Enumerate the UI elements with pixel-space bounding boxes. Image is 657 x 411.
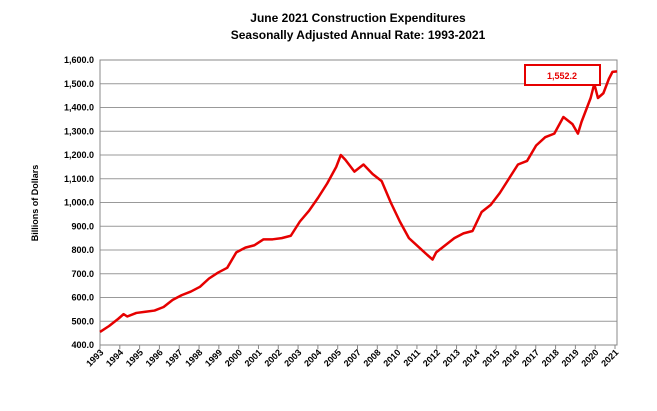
y-tick-label: 1,500.0 [64,79,94,89]
x-tick-label: 2001 [243,347,264,368]
annotation: 1,552.2 [547,71,577,81]
x-tick-label: 1993 [84,347,105,368]
x-tick-label: 2021 [599,347,620,368]
x-tick-label: 2018 [540,347,561,368]
annotation-box [524,64,601,86]
y-tick-label: 500.0 [71,316,94,326]
y-tick-label: 1,000.0 [64,198,94,208]
y-tick-label: 1,200.0 [64,150,94,160]
x-tick-label: 2005 [322,347,343,368]
x-tick-label: 2007 [342,347,363,368]
line-series [99,70,618,333]
x-tick-label: 2015 [480,347,501,368]
chart-subtitle: Seasonally Adjusted Annual Rate: 1993-20… [231,28,486,42]
x-tick-label: 2004 [302,347,323,368]
y-tick-label: 1,100.0 [64,174,94,184]
y-tick-label: 700.0 [71,269,94,279]
x-tick-label: 2011 [401,347,422,368]
y-tick-label: 900.0 [71,221,94,231]
x-tick-label: 1997 [163,347,184,368]
x-tick-label: 1996 [144,347,165,368]
x-tick-label: 2020 [579,347,600,368]
x-tick-label: 1999 [203,347,224,368]
y-tick-label: 400.0 [71,340,94,350]
y-axis-label: Billions of Dollars [30,165,40,242]
x-tick-label: 1998 [183,347,204,368]
chart-title: June 2021 Construction Expenditures [250,11,466,25]
x-tick-label: 2000 [223,347,244,368]
x-tick-label: 2010 [381,347,402,368]
y-tick-label: 800.0 [71,245,94,255]
y-tick-label: 1,400.0 [64,103,94,113]
y-tick-label: 1,600.0 [64,55,94,65]
x-tick-label: 1994 [104,347,125,368]
x-tick-label: 2003 [282,347,303,368]
x-tick-label: 2016 [500,347,521,368]
x-tick-label: 2012 [421,347,442,368]
x-tick-label: 2014 [461,347,482,368]
x-tick-label: 2002 [262,347,283,368]
x-tick-label: 2017 [520,347,541,368]
y-tick-label: 600.0 [71,293,94,303]
x-tick-label: 2013 [441,347,462,368]
x-tick-label: 2008 [361,347,382,368]
y-tick-label: 1,300.0 [64,126,94,136]
x-tick-label: 2019 [560,347,581,368]
plot-border [99,59,618,346]
x-tick-label: 1995 [124,347,145,368]
